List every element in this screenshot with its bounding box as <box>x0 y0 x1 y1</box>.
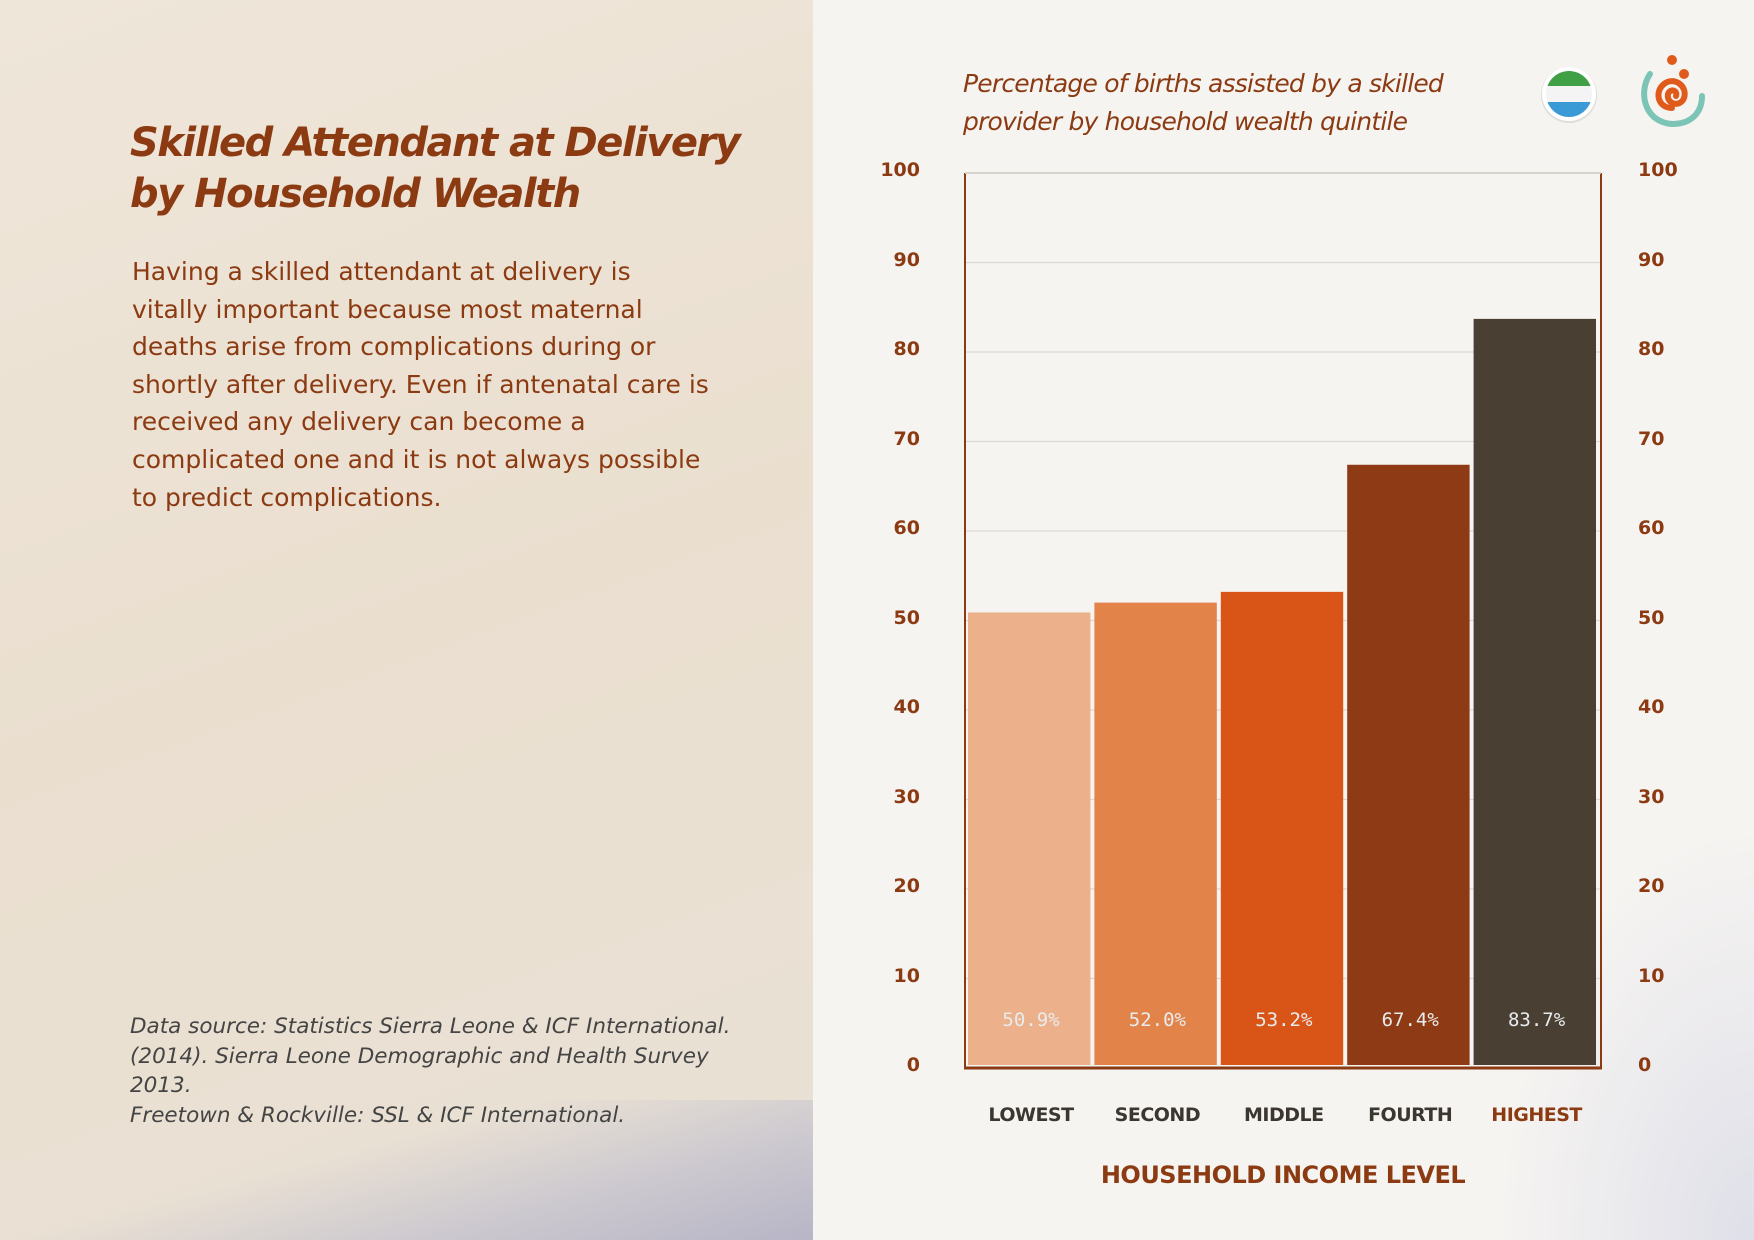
right-y-tick-label: 50 <box>1638 606 1665 629</box>
right-y-tick-label: 70 <box>1638 427 1665 450</box>
sierra-leone-flag-icon <box>1541 67 1597 123</box>
right-y-tick-label: 100 <box>1638 159 1678 181</box>
x-tick-label: SECOND <box>1114 1104 1201 1126</box>
right-y-tick-label: 10 <box>1638 964 1665 987</box>
left-y-tick-label: 30 <box>893 785 920 808</box>
bar-middle <box>1220 591 1344 1065</box>
bar-second <box>1094 602 1217 1065</box>
bar-value-label: 83.7% <box>1507 1009 1566 1031</box>
left-y-tick-label: 40 <box>893 696 920 718</box>
left-y-tick-label: 70 <box>893 427 920 450</box>
title-line-2: by Household Wealth <box>130 171 581 217</box>
right-y-tick-label: 40 <box>1638 696 1665 718</box>
left-y-tick-label: 100 <box>880 159 920 181</box>
bar-fourth <box>1347 464 1470 1065</box>
left-y-tick-label: 60 <box>893 517 920 539</box>
x-tick-label: FOURTH <box>1368 1104 1453 1126</box>
source-line-3: Freetown & Rockville: SSL & ICF Internat… <box>130 1102 626 1128</box>
left-panel: Skilled Attendant at Delivery by Househol… <box>0 0 813 1240</box>
right-y-tick-label: 80 <box>1638 338 1665 360</box>
bar-value-label: 52.0% <box>1128 1009 1186 1031</box>
right-y-tick-label: 90 <box>1638 248 1665 271</box>
source-line-1: Data source: Statistics Sierra Leone & I… <box>130 1014 731 1039</box>
left-y-tick-label: 0 <box>906 1054 920 1076</box>
left-y-tick-label: 20 <box>893 875 920 897</box>
bar-value-label: 50.9% <box>1002 1009 1060 1031</box>
chart-title-line-2: provider by household wealth quintile <box>963 107 1408 136</box>
source-line-2: (2014). Sierra Leone Demographic and Hea… <box>130 1043 709 1099</box>
right-y-tick-label: 60 <box>1638 517 1665 539</box>
right-y-tick-label: 20 <box>1638 875 1665 897</box>
x-axis-title: HOUSEHOLD INCOME LEVEL <box>1100 1161 1466 1189</box>
spiral-logo-icon <box>1641 55 1705 128</box>
left-y-tick-label: 80 <box>893 338 920 360</box>
x-tick-label: MIDDLE <box>1243 1104 1324 1126</box>
right-y-tick-label: 30 <box>1638 785 1665 808</box>
decorative-pattern <box>0 1100 813 1240</box>
title-line-1: Skilled Attendant at Delivery <box>130 120 741 166</box>
chart-title-line-1: Percentage of births assisted by a skill… <box>963 69 1444 98</box>
left-y-tick-label: 50 <box>893 606 920 629</box>
left-y-tick-label: 10 <box>893 964 920 987</box>
x-tick-label: LOWEST <box>988 1104 1074 1126</box>
bar-value-label: 67.4% <box>1381 1009 1439 1031</box>
bar-highest <box>1473 318 1596 1065</box>
chart-title: Percentage of births assisted by a skill… <box>963 65 1444 141</box>
left-y-tick-label: 90 <box>893 248 920 271</box>
right-y-tick-label: 0 <box>1638 1054 1652 1076</box>
x-tick-label: HIGHEST <box>1491 1104 1582 1126</box>
description-text: Having a skilled attendant at delivery i… <box>132 257 709 512</box>
page-title: Skilled Attendant at Delivery by Househol… <box>130 118 741 220</box>
bar-lowest <box>968 612 1091 1065</box>
bar-value-label: 53.2% <box>1255 1009 1313 1031</box>
data-source: Data source: Statistics Sierra Leone & I… <box>130 1012 770 1130</box>
